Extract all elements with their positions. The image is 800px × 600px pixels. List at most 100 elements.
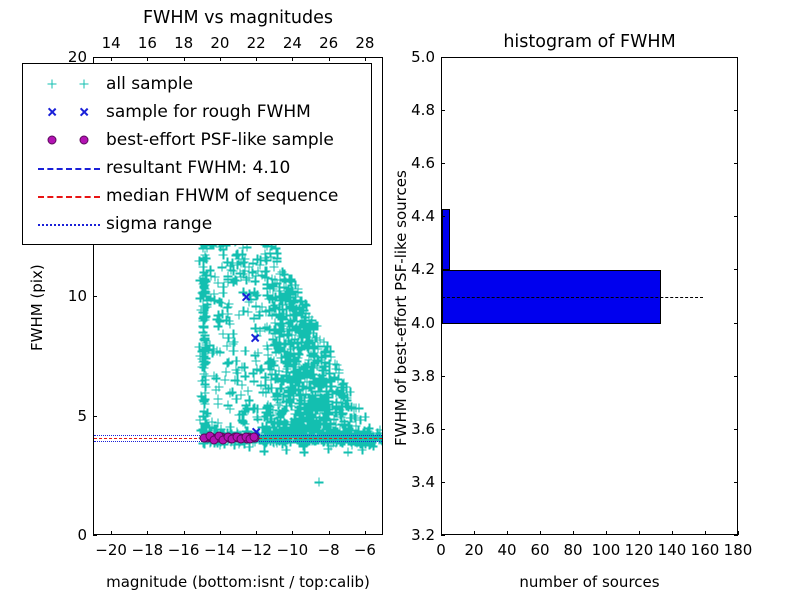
all-sample-point [301, 300, 311, 310]
all-sample-locus-point [363, 426, 373, 436]
all-sample-point [306, 423, 316, 433]
all-sample-point [270, 295, 280, 305]
all-sample-point [251, 301, 261, 311]
all-sample-point [291, 310, 301, 320]
all-sample-point [319, 428, 329, 438]
all-sample-point [296, 389, 306, 399]
all-sample-point [236, 258, 246, 268]
all-sample-point [270, 340, 280, 350]
all-sample-point [229, 337, 239, 347]
all-sample-point [288, 378, 298, 388]
all-sample-point [249, 403, 259, 413]
all-sample-point [307, 337, 317, 347]
all-sample-point [288, 368, 298, 378]
all-sample-point [289, 304, 299, 314]
all-sample-point [324, 399, 334, 409]
legend-item: sample for rough FWHM [32, 98, 362, 126]
all-sample-point [279, 330, 289, 340]
all-sample-point [330, 408, 340, 418]
all-sample-point [296, 419, 306, 429]
all-sample-point [284, 371, 294, 381]
all-sample-point [289, 297, 299, 307]
all-sample-point [360, 412, 370, 422]
all-sample-point [312, 420, 322, 430]
all-sample-point [304, 425, 313, 435]
all-sample-point [295, 410, 305, 420]
all-sample-point [267, 414, 277, 424]
all-sample-point [291, 417, 301, 427]
all-sample-point [324, 422, 334, 432]
all-sample-point [255, 260, 265, 270]
all-sample-point [303, 337, 313, 347]
all-sample-locus-point [298, 435, 308, 445]
left-x-ticklabel: −10 [276, 541, 309, 559]
all-sample-point [321, 424, 331, 434]
all-sample-point [313, 387, 323, 397]
all-sample-point [308, 349, 318, 359]
all-sample-point [202, 302, 212, 312]
all-sample-point [312, 321, 322, 331]
all-sample-point [275, 383, 285, 393]
all-sample-point [255, 326, 265, 336]
all-sample-point [286, 401, 296, 411]
all-sample-point [239, 257, 249, 267]
all-sample-point [232, 376, 242, 386]
all-sample-point [286, 287, 296, 297]
left-x-tickmark [364, 531, 366, 535]
all-sample-point [307, 391, 317, 401]
all-sample-point [329, 372, 339, 382]
all-sample-point [244, 273, 254, 282]
all-sample-point [334, 365, 344, 375]
all-sample-point [296, 296, 306, 306]
all-sample-point [324, 392, 334, 402]
all-sample-locus-point [281, 432, 291, 442]
all-sample-point [225, 404, 235, 414]
legend-item: resultant FWHM: 4.10 [32, 154, 362, 182]
all-sample-point [358, 428, 368, 438]
all-sample-point [340, 399, 350, 409]
all-sample-point [321, 365, 331, 375]
all-sample-point [253, 266, 263, 276]
all-sample-point [195, 351, 205, 361]
all-sample-point [213, 310, 223, 320]
legend-key [32, 158, 106, 178]
all-sample-point [263, 359, 273, 369]
all-sample-locus-point [303, 435, 313, 444]
all-sample-point [321, 415, 331, 425]
all-sample-point [198, 273, 208, 283]
all-sample-point [326, 419, 336, 429]
all-sample-point [310, 390, 320, 400]
all-sample-point [355, 415, 365, 425]
all-sample-point [269, 262, 279, 272]
all-sample-point [237, 380, 247, 390]
all-sample-point [267, 369, 277, 379]
all-sample-point [260, 372, 270, 382]
right-y-tickmark-mirror [734, 481, 738, 483]
all-sample-point [201, 411, 211, 421]
all-sample-point [195, 293, 205, 303]
all-sample-point [288, 386, 298, 396]
all-sample-point [326, 420, 336, 430]
all-sample-point [286, 417, 296, 427]
all-sample-point [302, 362, 312, 372]
all-sample-point [341, 401, 351, 411]
all-sample-point [274, 325, 284, 335]
all-sample-point [272, 428, 282, 438]
all-sample-point [315, 415, 325, 425]
all-sample-point [303, 363, 313, 373]
all-sample-point [286, 284, 296, 294]
all-sample-point [199, 356, 209, 366]
all-sample-point [319, 362, 329, 372]
all-sample-point [200, 288, 210, 298]
all-sample-point [267, 358, 277, 368]
all-sample-point [303, 342, 313, 352]
left-y-tickmark [93, 296, 97, 297]
all-sample-point [291, 323, 301, 333]
all-sample-locus-point [360, 435, 370, 445]
all-sample-point [316, 352, 326, 362]
all-sample-point [292, 418, 302, 427]
all-sample-point [308, 341, 318, 351]
all-sample-point [259, 412, 269, 422]
all-sample-point [319, 399, 329, 409]
right-plot-title: histogram of FWHM [503, 32, 676, 52]
